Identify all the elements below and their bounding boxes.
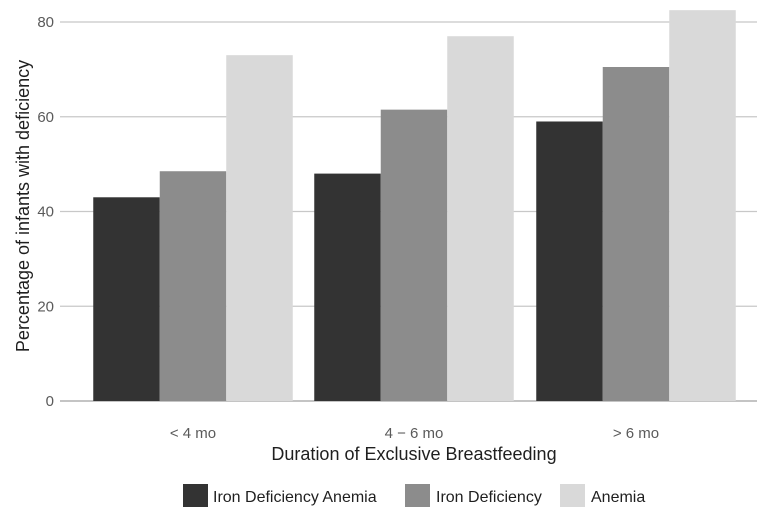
x-tick-label: 4 − 6 mo <box>385 425 444 442</box>
bar-iron-deficiency-anemia-0 <box>93 197 160 401</box>
bar-anemia-2 <box>669 10 736 401</box>
legend-swatch-iron-deficiency <box>405 484 430 507</box>
legend-label: Anemia <box>591 489 645 506</box>
y-axis-title: Percentage of infants with deficiency <box>13 60 33 352</box>
bar-iron-deficiency-2 <box>602 67 670 401</box>
y-tick-label: 40 <box>37 204 54 221</box>
bar-iron-deficiency-anemia-1 <box>314 173 381 401</box>
bar-anemia-1 <box>447 36 514 402</box>
x-tick-label: < 4 mo <box>170 425 216 442</box>
y-tick-label: 20 <box>37 298 54 315</box>
bar-iron-deficiency-1 <box>380 109 448 402</box>
x-tick-labels: < 4 mo 4 − 6 mo > 6 mo <box>170 425 659 442</box>
legend: Iron Deficiency Anemia Iron Deficiency Ane… <box>183 484 645 507</box>
bars <box>93 10 736 402</box>
bar-iron-deficiency-anemia-2 <box>536 121 603 402</box>
legend-label: Iron Deficiency Anemia <box>213 489 377 506</box>
x-axis-title: Duration of Exclusive Breastfeeding <box>271 444 556 464</box>
legend-swatch-anemia <box>560 484 585 507</box>
bar-anemia-0 <box>226 55 293 401</box>
y-tick-label: 80 <box>37 14 54 31</box>
legend-label: Iron Deficiency <box>436 489 542 506</box>
y-tick-labels: 0 20 40 60 80 <box>37 14 54 410</box>
legend-swatch-iron-deficiency-anemia <box>183 484 208 507</box>
x-tick-label: > 6 mo <box>613 425 659 442</box>
y-tick-label: 60 <box>37 109 54 126</box>
y-tick-label: 0 <box>46 393 54 410</box>
bar-iron-deficiency-0 <box>159 171 227 401</box>
